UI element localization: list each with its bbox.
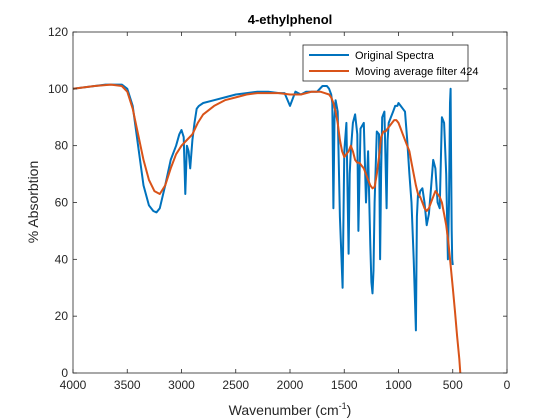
x-axis-label-end: )	[347, 402, 352, 418]
legend-box	[302, 44, 469, 82]
series-layer	[72, 83, 462, 374]
x-tick-label: 1500	[331, 378, 358, 392]
y-tick-label: 40	[55, 252, 69, 266]
x-axis-label-sup: -1	[339, 401, 347, 411]
legend-label-original: Original Spectra	[355, 50, 435, 62]
series-line-0	[72, 83, 454, 332]
chart-title: 4-ethylphenol	[248, 12, 333, 27]
y-tick-label: 20	[55, 309, 69, 323]
series-line-1	[72, 83, 462, 374]
ticks-layer: 4000 3500 3000 2500 2000 1500 1000 500 0 0 20 40 60 8…	[48, 25, 511, 392]
legend-label-moving-average: Moving average filter 424	[355, 66, 479, 78]
y-axis-label: % Absorbtion	[25, 161, 41, 244]
plot-area	[73, 32, 507, 373]
x-tick-label: 2500	[222, 378, 249, 392]
y-tick-label: 60	[55, 196, 69, 210]
x-tick-label: 500	[443, 378, 463, 392]
y-tick-label: 100	[48, 82, 68, 96]
x-axis-label: Wavenumber (cm-1)	[229, 401, 352, 418]
x-tick-label: 4000	[60, 378, 87, 392]
x-tick-label: 1000	[385, 378, 412, 392]
x-tick-label: 3000	[168, 378, 195, 392]
x-tick-label: 2000	[277, 378, 304, 392]
x-axis-label-main: Wavenumber (cm	[229, 402, 339, 418]
legend: Original Spectra Moving average filter 4…	[302, 44, 479, 82]
y-tick-label: 80	[55, 139, 69, 153]
y-tick-label: 120	[48, 25, 68, 39]
x-tick-label: 3500	[114, 378, 141, 392]
x-tick-label: 0	[504, 378, 511, 392]
y-tick-label: 0	[61, 366, 68, 380]
